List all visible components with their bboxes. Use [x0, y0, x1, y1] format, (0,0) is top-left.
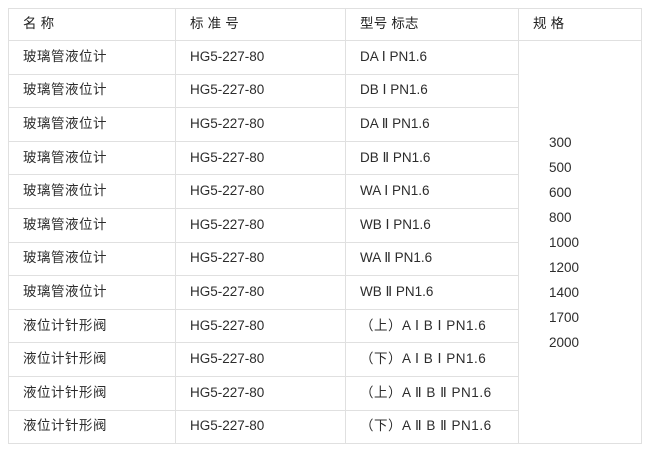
- cell-model-mark: （下）A Ⅰ B Ⅰ PN1.6: [345, 342, 519, 377]
- table-row: 玻璃管液位计 HG5-227-80 DA Ⅰ PN1.6 300 500 600…: [8, 39, 642, 445]
- spec-value: 300: [549, 134, 572, 150]
- cell-model-mark: WA Ⅰ PN1.6: [345, 174, 519, 209]
- cell-name: 液位计针形阀: [8, 342, 176, 377]
- cell-standard-no: HG5-227-80: [175, 73, 346, 109]
- cell-specification-merged: 300 500 600 800 1000 1200 1400 1700 2000: [518, 39, 642, 445]
- cell-name: 玻璃管液位计: [8, 207, 176, 243]
- cell-model-mark: DB Ⅱ PN1.6: [345, 140, 519, 176]
- column-header-standard-no: 标 准 号: [175, 8, 346, 41]
- cell-standard-no: HG5-227-80: [175, 241, 346, 277]
- spec-value: 1200: [549, 259, 580, 275]
- table-row: 液位计针形阀 HG5-227-80 （下）A Ⅱ B Ⅱ PN1.6: [8, 409, 642, 445]
- table-body: 玻璃管液位计 HG5-227-80 DA Ⅰ PN1.6 300 500 600…: [8, 39, 642, 445]
- cell-name: 液位计针形阀: [8, 375, 176, 411]
- cell-model-mark: DB Ⅰ PN1.6: [345, 73, 519, 109]
- table-row: 玻璃管液位计 HG5-227-80 DA Ⅱ PN1.6: [8, 107, 642, 142]
- table-header: 名 称 标 准 号 型号 标志 规 格: [8, 8, 642, 41]
- spec-value: 2000: [549, 334, 580, 350]
- cell-model-mark: WB Ⅰ PN1.6: [345, 207, 519, 243]
- cell-model-mark: DA Ⅰ PN1.6: [345, 40, 519, 75]
- cell-name: 玻璃管液位计: [8, 40, 176, 75]
- table-row: 玻璃管液位计 HG5-227-80 DB Ⅱ PN1.6: [8, 140, 642, 176]
- cell-standard-no: HG5-227-80: [175, 342, 346, 377]
- cell-standard-no: HG5-227-80: [175, 207, 346, 243]
- cell-name: 液位计针形阀: [8, 409, 176, 445]
- cell-standard-no: HG5-227-80: [175, 409, 346, 445]
- cell-standard-no: HG5-227-80: [175, 308, 346, 344]
- table-row: 液位计针形阀 HG5-227-80 （下）A Ⅰ B Ⅰ PN1.6: [8, 342, 642, 377]
- table-row: 玻璃管液位计 HG5-227-80 DB Ⅰ PN1.6: [8, 73, 642, 109]
- table-row: 液位计针形阀 HG5-227-80 （上）A Ⅱ B Ⅱ PN1.6: [8, 375, 642, 411]
- spec-value: 1400: [549, 284, 580, 300]
- cell-name: 玻璃管液位计: [8, 275, 176, 310]
- spec-value: 800: [549, 209, 572, 225]
- column-header-model-mark: 型号 标志: [345, 8, 519, 41]
- cell-model-mark: （上）A Ⅰ B Ⅰ PN1.6: [345, 308, 519, 344]
- cell-model-mark: （下）A Ⅱ B Ⅱ PN1.6: [345, 409, 519, 445]
- column-header-specification: 规 格: [518, 8, 642, 41]
- cell-model-mark: （上）A Ⅱ B Ⅱ PN1.6: [345, 375, 519, 411]
- table-row: 玻璃管液位计 HG5-227-80 WB Ⅱ PN1.6: [8, 275, 642, 310]
- cell-standard-no: HG5-227-80: [175, 140, 346, 176]
- specification-value-list: 300 500 600 800 1000 1200 1400 1700 2000: [533, 41, 627, 443]
- spec-value: 1000: [549, 234, 580, 250]
- cell-model-mark: DA Ⅱ PN1.6: [345, 107, 519, 142]
- cell-standard-no: HG5-227-80: [175, 174, 346, 209]
- cell-name: 玻璃管液位计: [8, 174, 176, 209]
- cell-model-mark: WA Ⅱ PN1.6: [345, 241, 519, 277]
- cell-standard-no: HG5-227-80: [175, 375, 346, 411]
- cell-name: 玻璃管液位计: [8, 241, 176, 277]
- cell-standard-no: HG5-227-80: [175, 107, 346, 142]
- cell-standard-no: HG5-227-80: [175, 40, 346, 75]
- cell-name: 玻璃管液位计: [8, 73, 176, 109]
- cell-model-mark: WB Ⅱ PN1.6: [345, 275, 519, 310]
- spec-value: 500: [549, 159, 572, 175]
- cell-name: 玻璃管液位计: [8, 140, 176, 176]
- table-row: 玻璃管液位计 HG5-227-80 WB Ⅰ PN1.6: [8, 207, 642, 243]
- cell-name: 液位计针形阀: [8, 308, 176, 344]
- column-header-name: 名 称: [8, 8, 176, 41]
- spec-value: 1700: [549, 309, 580, 325]
- spec-value: 600: [549, 184, 572, 200]
- table-header-row: 名 称 标 准 号 型号 标志 规 格: [8, 8, 642, 41]
- cell-standard-no: HG5-227-80: [175, 275, 346, 310]
- table-row: 玻璃管液位计 HG5-227-80 WA Ⅰ PN1.6: [8, 174, 642, 209]
- cell-name: 玻璃管液位计: [8, 107, 176, 142]
- product-spec-table: 名 称 标 准 号 型号 标志 规 格 玻璃管液位计 HG5-227-80 DA…: [8, 8, 642, 445]
- table-row: 液位计针形阀 HG5-227-80 （上）A Ⅰ B Ⅰ PN1.6: [8, 308, 642, 344]
